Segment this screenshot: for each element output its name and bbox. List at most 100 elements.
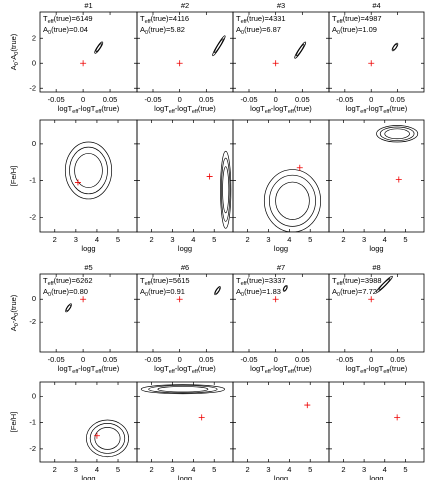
x-axis-label: logg bbox=[274, 244, 288, 253]
x-axis-label: logg bbox=[369, 244, 383, 253]
plot-area bbox=[64, 141, 113, 200]
annotation: A0(true)=5.82 bbox=[140, 25, 185, 36]
contour bbox=[275, 181, 310, 220]
panel: 2 3 4 5 -2 -1 0 logg [Fe/H] bbox=[9, 119, 138, 253]
contour bbox=[214, 286, 221, 296]
contour bbox=[140, 384, 226, 395]
contour bbox=[65, 303, 72, 313]
plot-area bbox=[368, 275, 393, 303]
plot-area bbox=[272, 41, 307, 67]
contour bbox=[74, 153, 103, 188]
x-tick-label: 2 bbox=[150, 465, 154, 474]
annotation: A0(true)=0.80 bbox=[43, 287, 88, 298]
truth-marker bbox=[394, 414, 401, 421]
truth-marker bbox=[176, 60, 183, 67]
annotation: Teff(true)=6262 bbox=[43, 276, 93, 287]
contour bbox=[269, 174, 316, 227]
contour bbox=[148, 385, 218, 394]
x-tick-label: 0.05 bbox=[295, 95, 310, 104]
x-tick-label: 5 bbox=[212, 235, 216, 244]
x-axis-label: logg bbox=[369, 474, 383, 480]
axes-frame bbox=[232, 273, 330, 353]
x-tick-label: 4 bbox=[383, 465, 387, 474]
axes-frame bbox=[328, 119, 425, 233]
contour bbox=[222, 166, 230, 214]
x-axis-label: logTeff-logTeff(true) bbox=[346, 104, 408, 115]
x-tick-label: -0.05 bbox=[336, 355, 353, 364]
panel: 2 3 4 5 -2 -1 0 logg [Fe/H] bbox=[9, 381, 138, 480]
x-axis-label: logTeff-logTeff(true) bbox=[154, 104, 216, 115]
x-tick-label: 4 bbox=[95, 235, 99, 244]
y-tick-label: -2 bbox=[29, 444, 36, 453]
contour bbox=[220, 150, 232, 229]
contour bbox=[384, 128, 410, 140]
x-tick-label: 5 bbox=[308, 465, 312, 474]
contour bbox=[294, 41, 307, 59]
axes-frame bbox=[328, 11, 425, 93]
y-tick-label: 0 bbox=[32, 139, 36, 148]
y-tick-label: -2 bbox=[29, 317, 36, 326]
axes-frame bbox=[136, 119, 234, 233]
contour bbox=[66, 304, 72, 312]
plot-area bbox=[368, 42, 399, 67]
annotation: A0(true)=1.83 bbox=[236, 287, 281, 298]
contour bbox=[214, 38, 224, 54]
y-tick-label: 0 bbox=[32, 58, 36, 67]
plot-area bbox=[176, 286, 221, 303]
contour bbox=[391, 42, 399, 52]
x-tick-label: 4 bbox=[383, 235, 387, 244]
x-axis-label: logg bbox=[178, 244, 192, 253]
truth-marker bbox=[176, 296, 183, 303]
annotation: Teff(true)=4987 bbox=[332, 14, 382, 25]
annotation: A0(true)=1.09 bbox=[332, 25, 377, 36]
x-tick-label: 0 bbox=[81, 95, 85, 104]
panel-title: #8 bbox=[372, 263, 380, 272]
truth-marker bbox=[395, 176, 402, 183]
annotation: Teff(true)=4116 bbox=[140, 14, 189, 25]
contour bbox=[157, 386, 209, 393]
x-axis-label: logg bbox=[81, 474, 95, 480]
x-tick-label: -0.05 bbox=[336, 95, 353, 104]
panel: -0.05 0 0.05-20logTeff-logTeff(true)A0-A0(… bbox=[9, 263, 138, 375]
x-tick-label: 4 bbox=[191, 465, 195, 474]
y-tick-label: 0 bbox=[32, 391, 36, 400]
x-tick-label: 4 bbox=[287, 465, 291, 474]
x-tick-label: 4 bbox=[95, 465, 99, 474]
contour bbox=[378, 278, 391, 291]
contour bbox=[94, 427, 121, 450]
panel-title: #4 bbox=[372, 1, 380, 10]
contour bbox=[263, 169, 321, 232]
x-tick-label: 3 bbox=[170, 465, 174, 474]
contour bbox=[392, 43, 398, 51]
plot-area bbox=[394, 414, 401, 421]
x-tick-label: 0.05 bbox=[199, 95, 214, 104]
y-tick-label: -2 bbox=[29, 212, 36, 221]
truth-marker bbox=[368, 60, 375, 67]
axes-frame bbox=[328, 273, 425, 353]
contour bbox=[283, 285, 288, 291]
x-tick-label: 2 bbox=[341, 235, 345, 244]
x-tick-label: 5 bbox=[403, 465, 407, 474]
x-tick-label: 3 bbox=[362, 465, 366, 474]
x-axis-label: logTeff-logTeff(true) bbox=[250, 364, 312, 375]
annotation: A0(true)=0.04 bbox=[43, 25, 88, 36]
x-tick-label: 0 bbox=[369, 95, 373, 104]
panel: 2 3 4 5 logg bbox=[232, 119, 330, 253]
truth-marker bbox=[93, 432, 100, 439]
panel-title: #5 bbox=[84, 263, 92, 272]
x-tick-label: 3 bbox=[266, 235, 270, 244]
axes-frame bbox=[328, 381, 425, 463]
x-axis-label: logTeff-logTeff(true) bbox=[58, 364, 120, 375]
x-tick-label: 0.05 bbox=[103, 95, 118, 104]
contour bbox=[379, 126, 415, 141]
plot-area bbox=[304, 402, 311, 409]
contour bbox=[221, 157, 231, 222]
annotation: Teff(true)=5615 bbox=[140, 276, 190, 287]
panel-title: #7 bbox=[277, 263, 285, 272]
